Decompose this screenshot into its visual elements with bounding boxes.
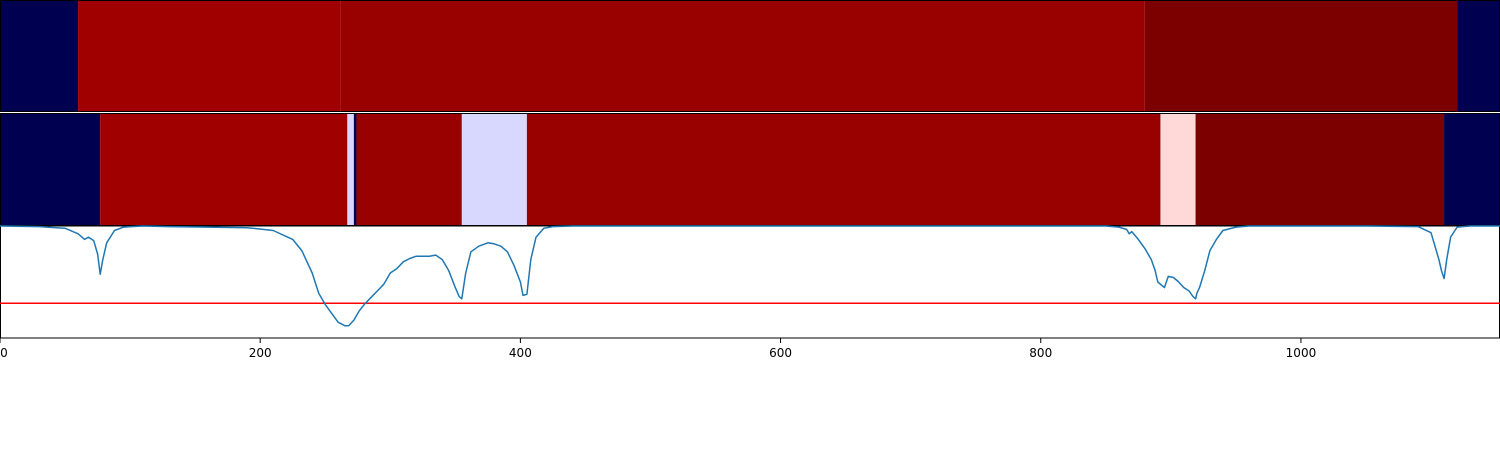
x-tick-label-5: 800 (1029, 346, 1052, 360)
x-tick-label-6: 1000 (1286, 346, 1317, 360)
heatmap-cell-1-5 (1457, 0, 1500, 112)
heatmap-cell-2-5 (356, 113, 462, 226)
heatmap-cell-1-3 (340, 0, 1145, 112)
line-panel (0, 225, 1500, 339)
heatmap-cell-2-4 (353, 113, 357, 226)
series-line (0, 225, 1500, 327)
heatmap-cell-2-8 (1160, 113, 1196, 226)
heatmap-cell-2-9 (1195, 113, 1445, 226)
heatmap-cell-2-2 (100, 113, 348, 226)
heatmap-cell-2-7 (526, 113, 1161, 226)
x-tick-label-4: 600 (769, 346, 792, 360)
heatmap-cell-1-2 (78, 0, 341, 112)
heatmap-cell-1-4 (1144, 0, 1458, 112)
heatmap-cell-1-1 (0, 0, 79, 112)
heatmap-cell-2-3 (347, 113, 354, 226)
x-tick-label-3: 400 (509, 346, 532, 360)
line-panel-frame (0, 225, 1500, 339)
x-tick-label-2: 200 (249, 346, 272, 360)
x-tick-label-1: 0 (0, 346, 8, 360)
heatmap-band-middle (0, 113, 1500, 226)
heatmap-cell-2-1 (0, 113, 101, 226)
x-axis: 0 200 400 600 800 1000 (0, 338, 1316, 360)
heatmap-cell-2-10 (1444, 113, 1500, 226)
heatmap-band-top (0, 0, 1500, 112)
heatmap-cell-2-6 (461, 113, 527, 226)
